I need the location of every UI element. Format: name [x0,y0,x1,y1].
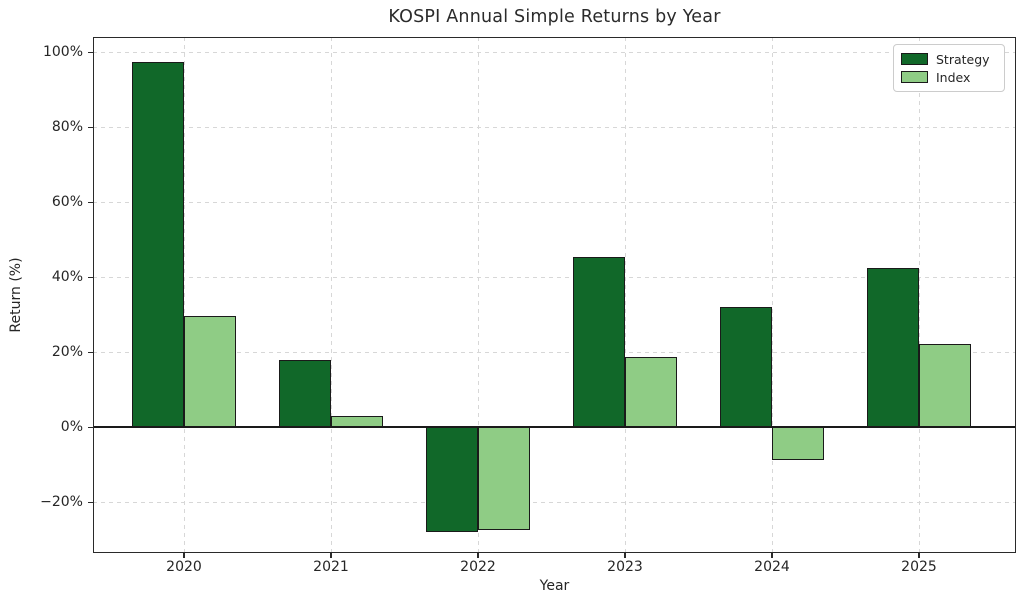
y-tick-mark [88,351,93,354]
x-gridline [330,37,332,553]
y-tick-label: 80% [51,119,83,136]
bar-index-2020 [184,315,236,428]
x-gridline [477,37,479,553]
y-gridline [93,201,1016,203]
x-gridline [624,37,626,553]
x-tick-mark [477,553,479,558]
y-gridline [93,276,1016,278]
legend-item-index: Index [901,68,996,86]
x-tick-mark [624,553,626,558]
y-gridline [93,51,1016,53]
x-tick-label: 2025 [901,559,937,575]
chart-title: KOSPI Annual Simple Returns by Year [388,7,721,27]
x-gridline [771,37,773,553]
y-gridline [93,126,1016,128]
x-gridline [183,37,185,553]
bar-index-2023 [625,357,677,428]
legend-label-index: Index [936,69,971,85]
bar-strategy-2020 [132,61,184,428]
y-tick-label: 40% [51,269,83,286]
x-tick-label: 2021 [313,559,349,575]
bar-index-2024 [772,427,824,461]
x-tick-label: 2024 [754,559,790,575]
y-tick-label: −20% [40,494,83,511]
legend-swatch-strategy [901,53,928,65]
y-tick-mark [88,126,93,129]
y-tick-label: 60% [51,194,83,211]
x-tick-mark [330,553,332,558]
x-gridline [918,37,920,553]
legend-swatch-index [901,71,928,83]
y-gridline [93,501,1016,503]
x-tick-mark [918,553,920,558]
x-tick-label: 2022 [460,559,496,575]
bar-strategy-2024 [720,307,772,428]
y-gridline [93,351,1016,353]
x-tick-mark [183,553,185,558]
bar-index-2022 [478,427,530,530]
y-tick-mark [88,501,93,504]
y-tick-label: 100% [42,44,83,61]
legend-label-strategy: Strategy [936,51,990,67]
legend: Strategy Index [893,44,1005,92]
x-tick-label: 2020 [166,559,202,575]
x-axis-label: Year [539,578,570,594]
bar-strategy-2023 [573,256,625,428]
y-tick-mark [88,51,93,54]
legend-item-strategy: Strategy [901,50,996,68]
zero-line [93,426,1016,429]
bar-strategy-2021 [279,359,331,428]
x-tick-mark [771,553,773,558]
y-tick-label: 20% [51,344,83,361]
y-tick-mark [88,426,93,429]
y-tick-mark [88,276,93,279]
bar-strategy-2025 [867,268,919,428]
bar-index-2025 [919,343,971,428]
bar-strategy-2022 [426,427,478,533]
x-tick-label: 2023 [607,559,643,575]
y-tick-mark [88,201,93,204]
y-tick-label: 0% [60,419,83,436]
